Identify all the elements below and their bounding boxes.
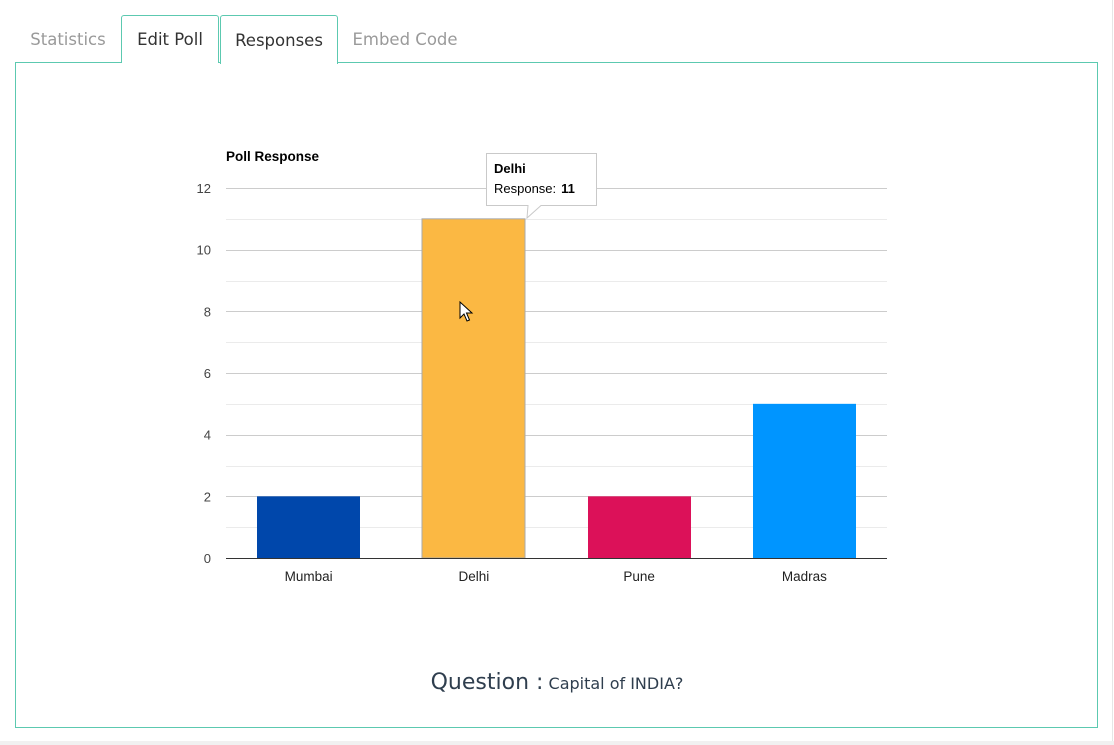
tooltip-title: Delhi xyxy=(494,161,526,176)
tab-responses[interactable]: Responses xyxy=(220,15,338,64)
tooltip-label: Response: xyxy=(494,181,556,196)
question-label: Question : xyxy=(430,670,544,695)
tooltip-box xyxy=(486,153,597,220)
x-tick-label: Pune xyxy=(623,569,655,584)
chart-title: Poll Response xyxy=(226,149,320,164)
y-tick-label: 2 xyxy=(204,489,211,504)
x-tick-label: Delhi xyxy=(458,569,489,584)
tooltip-body: Response: 11 xyxy=(494,181,575,196)
x-axis-labels: Mumbai Delhi Pune Madras xyxy=(285,569,828,584)
poll-tabs: Statistics Edit Poll Responses Embed Cod… xyxy=(0,0,1114,64)
y-tick-label: 4 xyxy=(204,428,211,443)
tab-statistics[interactable]: Statistics xyxy=(30,29,106,49)
page-edge-rule xyxy=(1112,0,1113,745)
x-tick-label: Madras xyxy=(782,569,827,584)
question-text: Capital of INDIA? xyxy=(548,674,684,693)
chart-bars xyxy=(257,218,856,559)
bar-mumbai[interactable] xyxy=(257,496,360,558)
bar-pune[interactable] xyxy=(588,496,691,558)
tab-edit-poll[interactable]: Edit Poll xyxy=(121,15,219,63)
chart-tooltip: Delhi Response: 11 xyxy=(486,153,597,220)
x-tick-label: Mumbai xyxy=(285,569,333,584)
tooltip-value: 11 xyxy=(561,181,575,196)
tab-embed-code[interactable]: Embed Code xyxy=(352,29,458,49)
mouse-cursor-icon xyxy=(459,300,474,322)
y-tick-label: 8 xyxy=(204,304,211,319)
bar-madras[interactable] xyxy=(753,403,856,558)
y-axis-ticks: 0 2 4 6 8 10 12 xyxy=(197,181,211,566)
chart-gridlines xyxy=(226,188,887,528)
poll-question: Question : Capital of INDIA? xyxy=(0,670,1114,695)
y-tick-label: 6 xyxy=(204,366,211,381)
page-bottom-rule xyxy=(0,741,1114,745)
y-tick-label: 0 xyxy=(204,551,211,566)
bar-delhi[interactable] xyxy=(421,218,526,559)
y-tick-label: 10 xyxy=(197,243,211,258)
y-tick-label: 12 xyxy=(197,181,211,196)
